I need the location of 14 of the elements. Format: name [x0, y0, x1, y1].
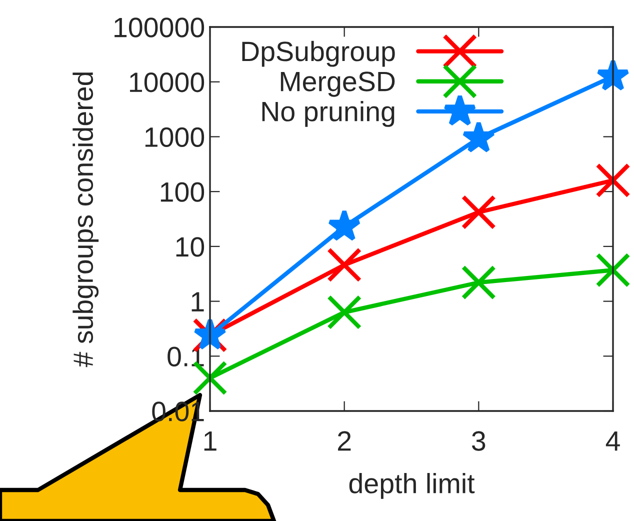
y-tick-label: 1000	[145, 127, 204, 148]
y-axis-title: # subgroups considered	[72, 72, 99, 368]
y-tick-label: 10	[176, 237, 204, 257]
legend-label: DpSubgroup	[242, 40, 395, 67]
y-tick-label: 10000	[130, 72, 204, 92]
x-tick-label: 2	[338, 431, 351, 451]
y-tick-label: 100	[160, 182, 204, 202]
legend-label: No pruning	[262, 101, 394, 127]
x-tick-label: 3	[472, 431, 486, 451]
x-tick-label: 4	[606, 431, 620, 451]
legend-label: MergeSD	[280, 72, 395, 97]
y-tick-label: 1	[192, 292, 204, 312]
y-tick-label: 100000	[114, 18, 204, 38]
x-axis-title: depth limit	[349, 473, 475, 499]
